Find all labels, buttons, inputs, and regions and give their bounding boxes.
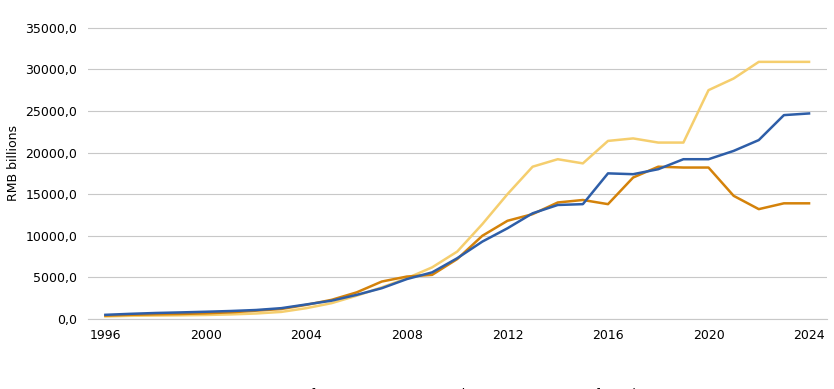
Manufacturing	[578, 161, 588, 166]
Manufacturing	[427, 265, 437, 270]
Manufacturing	[704, 88, 714, 93]
Manufacturing	[201, 313, 211, 317]
Infrastructure	[678, 157, 688, 161]
Infrastructure	[427, 270, 437, 275]
Infrastructure	[729, 149, 739, 153]
Manufacturing	[452, 249, 462, 254]
Real Estate	[151, 312, 161, 317]
Manufacturing	[100, 314, 110, 319]
Infrastructure	[477, 239, 487, 244]
Real Estate	[653, 165, 663, 169]
Real Estate	[528, 212, 538, 216]
Manufacturing	[502, 192, 512, 196]
Manufacturing	[176, 313, 186, 318]
Infrastructure	[100, 312, 110, 317]
Real Estate	[301, 303, 311, 307]
Real Estate	[502, 219, 512, 223]
Manufacturing	[603, 138, 613, 143]
Real Estate	[125, 312, 135, 317]
Manufacturing	[251, 311, 261, 316]
Infrastructure	[502, 226, 512, 231]
Real Estate	[704, 165, 714, 170]
Real Estate	[628, 175, 638, 180]
Infrastructure	[452, 256, 462, 261]
Infrastructure	[603, 171, 613, 176]
Infrastructure	[176, 310, 186, 315]
Real Estate	[452, 257, 462, 261]
Manufacturing	[125, 314, 135, 318]
Infrastructure	[528, 211, 538, 216]
Manufacturing	[151, 313, 161, 318]
Infrastructure	[553, 203, 563, 207]
Real Estate	[754, 207, 764, 212]
Manufacturing	[754, 60, 764, 64]
Line: Real Estate: Real Estate	[105, 167, 809, 315]
Manufacturing	[653, 140, 663, 145]
Infrastructure	[402, 277, 412, 281]
Manufacturing	[729, 76, 739, 81]
Manufacturing	[377, 285, 387, 290]
Real Estate	[779, 201, 789, 206]
Manufacturing	[678, 140, 688, 145]
Infrastructure	[804, 111, 814, 116]
Manufacturing	[804, 60, 814, 64]
Real Estate	[100, 313, 110, 318]
Infrastructure	[779, 113, 789, 117]
Legend: Infrastructure, Real Estate, Manufacturing: Infrastructure, Real Estate, Manufacturi…	[258, 383, 657, 389]
Real Estate	[201, 311, 211, 315]
Manufacturing	[779, 60, 789, 64]
Real Estate	[553, 200, 563, 205]
Infrastructure	[653, 167, 663, 172]
Line: Manufacturing: Manufacturing	[105, 62, 809, 317]
Real Estate	[678, 165, 688, 170]
Infrastructure	[352, 293, 362, 297]
Real Estate	[578, 198, 588, 202]
Real Estate	[603, 202, 613, 207]
Infrastructure	[377, 286, 387, 291]
Real Estate	[226, 310, 236, 315]
Manufacturing	[352, 293, 362, 298]
Infrastructure	[704, 157, 714, 161]
Infrastructure	[226, 308, 236, 313]
Infrastructure	[276, 306, 286, 310]
Manufacturing	[628, 136, 638, 141]
Infrastructure	[125, 312, 135, 316]
Manufacturing	[276, 310, 286, 314]
Infrastructure	[201, 309, 211, 314]
Real Estate	[377, 279, 387, 284]
Infrastructure	[251, 308, 261, 312]
Real Estate	[176, 312, 186, 316]
Real Estate	[276, 307, 286, 311]
Manufacturing	[553, 157, 563, 161]
Real Estate	[729, 193, 739, 198]
Manufacturing	[327, 301, 337, 305]
Manufacturing	[402, 276, 412, 280]
Real Estate	[251, 308, 261, 313]
Infrastructure	[327, 298, 337, 303]
Real Estate	[804, 201, 814, 206]
Real Estate	[352, 290, 362, 295]
Real Estate	[427, 273, 437, 277]
Y-axis label: RMB billions: RMB billions	[7, 125, 20, 201]
Line: Infrastructure: Infrastructure	[105, 114, 809, 315]
Infrastructure	[754, 138, 764, 142]
Real Estate	[402, 274, 412, 279]
Infrastructure	[301, 302, 311, 307]
Real Estate	[477, 233, 487, 238]
Manufacturing	[301, 306, 311, 310]
Real Estate	[327, 298, 337, 302]
Infrastructure	[151, 311, 161, 315]
Infrastructure	[578, 202, 588, 207]
Manufacturing	[528, 165, 538, 169]
Infrastructure	[628, 172, 638, 177]
Manufacturing	[226, 312, 236, 317]
Manufacturing	[477, 222, 487, 226]
